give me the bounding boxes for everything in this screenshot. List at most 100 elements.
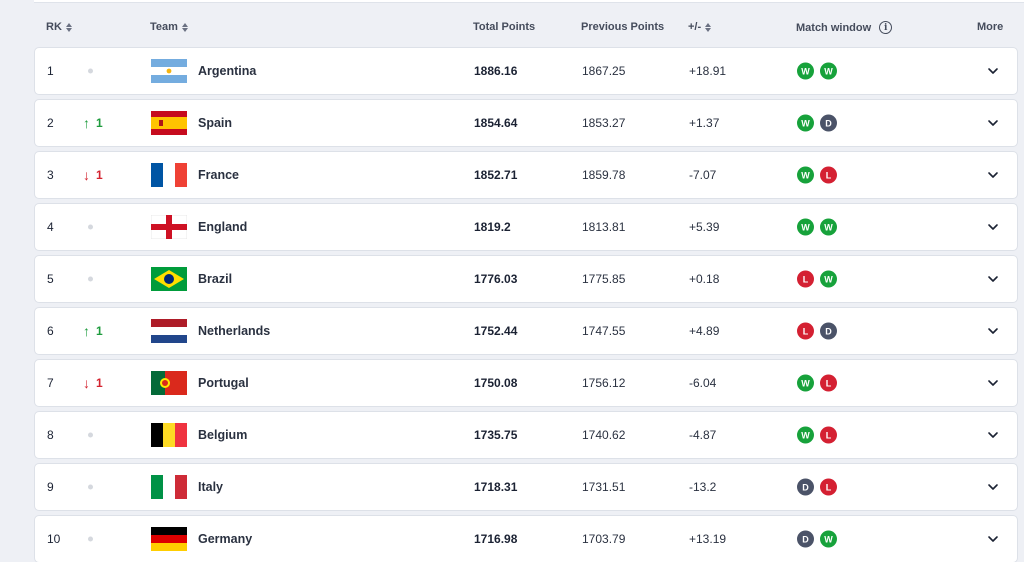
rank-unchanged-indicator (83, 484, 93, 490)
team-name[interactable]: Portugal (198, 376, 249, 390)
rank-change-value: 1 (96, 116, 103, 130)
total-header-label: Total Points (473, 21, 536, 33)
match-result-badge: L (820, 374, 837, 392)
points-change: +0.18 (689, 272, 720, 286)
team-name[interactable]: Italy (198, 480, 224, 494)
match-window-header: Match window i (796, 21, 893, 34)
points-change: +13.19 (689, 532, 727, 546)
info-icon[interactable]: i (879, 21, 893, 34)
chevron-down-icon[interactable] (986, 324, 1000, 338)
rank-change-value: 1 (96, 324, 103, 338)
match-result-badge: D (797, 478, 814, 496)
team-name[interactable]: Germany (198, 532, 253, 546)
match-result-badge: W (797, 426, 814, 444)
previous-points: 1775.85 (582, 272, 626, 286)
rank-change-value: 1 (96, 376, 103, 390)
chevron-down-icon[interactable] (986, 116, 1000, 130)
rank-number: 4 (47, 220, 54, 234)
chevron-down-icon[interactable] (986, 480, 1000, 494)
no-change-dot-icon (88, 276, 93, 282)
no-change-dot-icon (88, 432, 93, 438)
table-row[interactable]: 5 Brazil 1776.03 1775.85 +0.18 L W (34, 255, 1018, 303)
table-row[interactable]: 8 Belgium 1735.75 1740.62 -4.87 W L (34, 411, 1018, 459)
sort-icon[interactable] (705, 22, 712, 32)
rank-number: 7 (47, 376, 54, 390)
rank-unchanged-indicator (83, 536, 93, 542)
rank-number: 3 (47, 168, 54, 182)
portugal-flag (151, 371, 187, 395)
match-result-badge: D (820, 114, 837, 132)
previous-points: 1756.12 (582, 376, 626, 390)
total-points: 1718.31 (474, 480, 518, 494)
diff-column-header[interactable]: +/- (688, 21, 712, 33)
match-result-badge: W (797, 114, 814, 132)
previous-points: 1740.62 (582, 428, 626, 442)
match-result-badge: W (797, 374, 814, 392)
netherlands-flag (151, 319, 187, 343)
rank-number: 8 (47, 428, 54, 442)
points-change: -6.04 (689, 376, 717, 390)
chevron-down-icon[interactable] (986, 64, 1000, 78)
match-result-badge: W (797, 218, 814, 236)
chevron-down-icon[interactable] (986, 532, 1000, 546)
previous-points: 1731.51 (582, 480, 626, 494)
match-result-badge: W (820, 218, 837, 236)
table-row[interactable]: 6 ↑ 1 Netherlands 1752.44 1747.55 +4.89 L D (34, 307, 1018, 355)
table-header: RK Team Total Points Previous Points +/-… (34, 14, 1024, 42)
spain-flag (151, 111, 187, 135)
points-change: +4.89 (689, 324, 720, 338)
rank-number: 5 (47, 272, 54, 286)
table-row[interactable]: 9 Italy 1718.31 1731.51 -13.2 D L (34, 463, 1018, 511)
match-result-badge: L (820, 478, 837, 496)
table-row[interactable]: 2 ↑ 1 Spain 1854.64 1853.27 +1.37 W D (34, 99, 1018, 147)
top-strip (34, 0, 1024, 3)
team-name[interactable]: Belgium (198, 428, 248, 442)
previous-points: 1813.81 (582, 220, 626, 234)
rank-column-header[interactable]: RK (46, 21, 72, 33)
team-name[interactable]: Brazil (198, 272, 233, 286)
chevron-down-icon[interactable] (986, 376, 1000, 390)
rank-unchanged-indicator (83, 276, 93, 282)
chevron-down-icon[interactable] (986, 272, 1000, 286)
previous-points: 1859.78 (582, 168, 626, 182)
chevron-down-icon[interactable] (986, 428, 1000, 442)
match-result-badge: W (797, 62, 814, 80)
table-row[interactable]: 7 ↓ 1 Portugal 1750.08 1756.12 -6.04 W L (34, 359, 1018, 407)
previous-points: 1703.79 (582, 532, 626, 546)
table-row[interactable]: 4 England 1819.2 1813.81 +5.39 W W (34, 203, 1018, 251)
table-row[interactable]: 10 Germany 1716.98 1703.79 +13.19 D W (34, 515, 1018, 562)
previous-header-label: Previous Points (581, 21, 665, 33)
france-flag (151, 163, 187, 187)
match-result-badge: D (820, 322, 837, 340)
team-name[interactable]: Argentina (198, 64, 257, 78)
match-result-badge: W (820, 530, 837, 548)
total-points: 1716.98 (474, 532, 518, 546)
team-column-header[interactable]: Team (150, 21, 188, 33)
chevron-down-icon[interactable] (986, 168, 1000, 182)
team-name[interactable]: Netherlands (198, 324, 271, 338)
no-change-dot-icon (88, 68, 93, 74)
match-result-badge: L (797, 270, 814, 288)
team-name[interactable]: France (198, 168, 239, 182)
points-change: +1.37 (689, 116, 720, 130)
rank-number: 6 (47, 324, 54, 338)
match-result-badge: W (820, 270, 837, 288)
team-name[interactable]: England (198, 220, 248, 234)
sort-icon[interactable] (181, 22, 188, 32)
table-row[interactable]: 3 ↓ 1 France 1852.71 1859.78 -7.07 W L (34, 151, 1018, 199)
arrow-down-icon: ↓ (83, 375, 90, 391)
team-name[interactable]: Spain (198, 116, 233, 130)
total-points: 1819.2 (474, 220, 511, 234)
chevron-down-icon[interactable] (986, 220, 1000, 234)
sort-icon[interactable] (65, 22, 72, 32)
table-row[interactable]: 1 Argentina 1886.16 1867.25 +18.91 W W (34, 47, 1018, 95)
